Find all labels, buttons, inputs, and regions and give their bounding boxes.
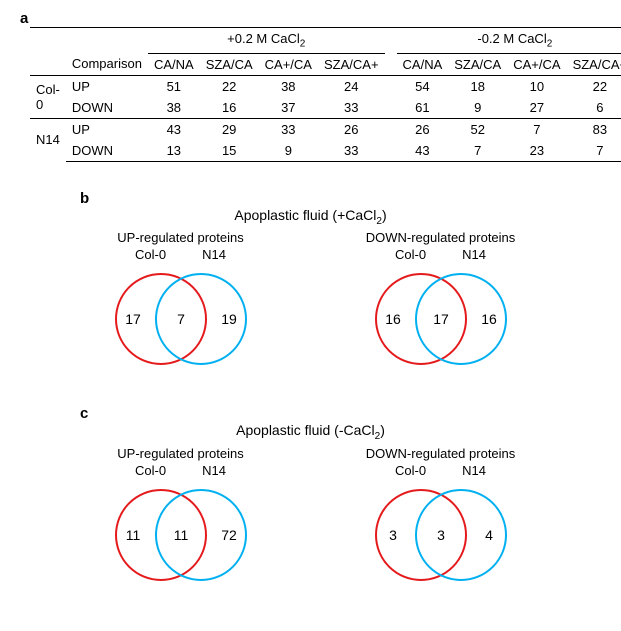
panel-b-title: Apoplastic fluid (+CaCl2) bbox=[20, 207, 601, 227]
cell: 16 bbox=[200, 97, 259, 119]
cell: 33 bbox=[318, 97, 385, 119]
group-name: Col-0 bbox=[30, 75, 66, 118]
venn-left-val: 16 bbox=[385, 311, 401, 327]
cell: 29 bbox=[200, 118, 259, 140]
data-table: +0.2 M CaCl2 -0.2 M CaCl2 Comparison CA/… bbox=[30, 27, 621, 162]
cell: 7 bbox=[448, 140, 507, 162]
dir: DOWN bbox=[66, 97, 148, 119]
cell: 26 bbox=[318, 118, 385, 140]
cell: 61 bbox=[397, 97, 449, 119]
cell: 33 bbox=[259, 118, 318, 140]
venn-mid-val: 11 bbox=[173, 527, 188, 543]
venn-left-val: 3 bbox=[389, 527, 397, 543]
header-plus: +0.2 M CaCl2 bbox=[148, 28, 385, 54]
venn-diagram: 3 3 4 bbox=[351, 480, 531, 590]
header-comparison: Comparison bbox=[66, 53, 148, 75]
cell: 9 bbox=[448, 97, 507, 119]
panel-a: a +0.2 M CaCl2 -0.2 M CaCl2 Comparison C… bbox=[20, 10, 601, 162]
venn-up-title: UP-regulated proteins bbox=[76, 446, 286, 461]
cell: 54 bbox=[397, 75, 449, 97]
cell: 24 bbox=[318, 75, 385, 97]
cell: 43 bbox=[397, 140, 449, 162]
cell: 22 bbox=[567, 75, 621, 97]
dir: UP bbox=[66, 118, 148, 140]
venn-right-val: 19 bbox=[221, 311, 237, 327]
cell: 33 bbox=[318, 140, 385, 162]
venn-left-val: 11 bbox=[125, 527, 140, 543]
dir: UP bbox=[66, 75, 148, 97]
cell: 7 bbox=[507, 118, 566, 140]
venn-left-label: Col-0 bbox=[395, 247, 426, 262]
venn-right-label: N14 bbox=[462, 463, 486, 478]
panel-b: b Apoplastic fluid (+CaCl2) UP-regulated… bbox=[20, 190, 601, 378]
venn-down: DOWN-regulated proteins Col-0 N14 16 17 1… bbox=[336, 230, 546, 377]
col-h: CA/NA bbox=[148, 53, 200, 75]
col-h: SZA/CA+ bbox=[567, 53, 621, 75]
header-minus: -0.2 M CaCl2 bbox=[397, 28, 621, 54]
venn-mid-val: 3 bbox=[437, 527, 445, 543]
venn-mid-val: 17 bbox=[433, 311, 449, 327]
venn-right-label: N14 bbox=[462, 247, 486, 262]
col-h: SZA/CA bbox=[200, 53, 259, 75]
cell: 18 bbox=[448, 75, 507, 97]
cell: 51 bbox=[148, 75, 200, 97]
venn-diagram: 17 7 19 bbox=[91, 264, 271, 374]
venn-mid-val: 7 bbox=[177, 311, 185, 327]
panel-a-label: a bbox=[20, 10, 28, 27]
cell: 22 bbox=[200, 75, 259, 97]
venn-up: UP-regulated proteins Col-0 N14 11 11 72 bbox=[76, 446, 286, 593]
panel-c-label: c bbox=[80, 405, 88, 422]
venn-right-label: N14 bbox=[202, 463, 226, 478]
cell: 13 bbox=[148, 140, 200, 162]
venn-down-title: DOWN-regulated proteins bbox=[336, 446, 546, 461]
venn-diagram: 11 11 72 bbox=[91, 480, 271, 590]
venn-right-val: 4 bbox=[485, 527, 493, 543]
panel-c: c Apoplastic fluid (-CaCl2) UP-regulated… bbox=[20, 405, 601, 593]
cell: 27 bbox=[507, 97, 566, 119]
venn-left-label: Col-0 bbox=[135, 247, 166, 262]
col-h: SZA/CA bbox=[448, 53, 507, 75]
cell: 38 bbox=[148, 97, 200, 119]
cell: 23 bbox=[507, 140, 566, 162]
venn-right-label: N14 bbox=[202, 247, 226, 262]
venn-left-label: Col-0 bbox=[395, 463, 426, 478]
venn-right-val: 16 bbox=[481, 311, 497, 327]
venn-up: UP-regulated proteins Col-0 N14 17 7 19 bbox=[76, 230, 286, 377]
panel-b-label: b bbox=[80, 190, 89, 207]
group-name: N14 bbox=[30, 118, 66, 161]
venn-left-label: Col-0 bbox=[135, 463, 166, 478]
venn-down: DOWN-regulated proteins Col-0 N14 3 3 4 bbox=[336, 446, 546, 593]
venn-right-val: 72 bbox=[221, 527, 237, 543]
cell: 7 bbox=[567, 140, 621, 162]
cell: 9 bbox=[259, 140, 318, 162]
cell: 43 bbox=[148, 118, 200, 140]
col-h: CA+/CA bbox=[507, 53, 566, 75]
cell: 15 bbox=[200, 140, 259, 162]
venn-left-val: 17 bbox=[125, 311, 141, 327]
venn-down-title: DOWN-regulated proteins bbox=[336, 230, 546, 245]
col-h: CA+/CA bbox=[259, 53, 318, 75]
venn-up-title: UP-regulated proteins bbox=[76, 230, 286, 245]
col-h: CA/NA bbox=[397, 53, 449, 75]
cell: 10 bbox=[507, 75, 566, 97]
venn-diagram: 16 17 16 bbox=[351, 264, 531, 374]
cell: 38 bbox=[259, 75, 318, 97]
col-h: SZA/CA+ bbox=[318, 53, 385, 75]
dir: DOWN bbox=[66, 140, 148, 162]
panel-c-title: Apoplastic fluid (-CaCl2) bbox=[20, 422, 601, 442]
cell: 52 bbox=[448, 118, 507, 140]
cell: 6 bbox=[567, 97, 621, 119]
cell: 83 bbox=[567, 118, 621, 140]
cell: 37 bbox=[259, 97, 318, 119]
cell: 26 bbox=[397, 118, 449, 140]
